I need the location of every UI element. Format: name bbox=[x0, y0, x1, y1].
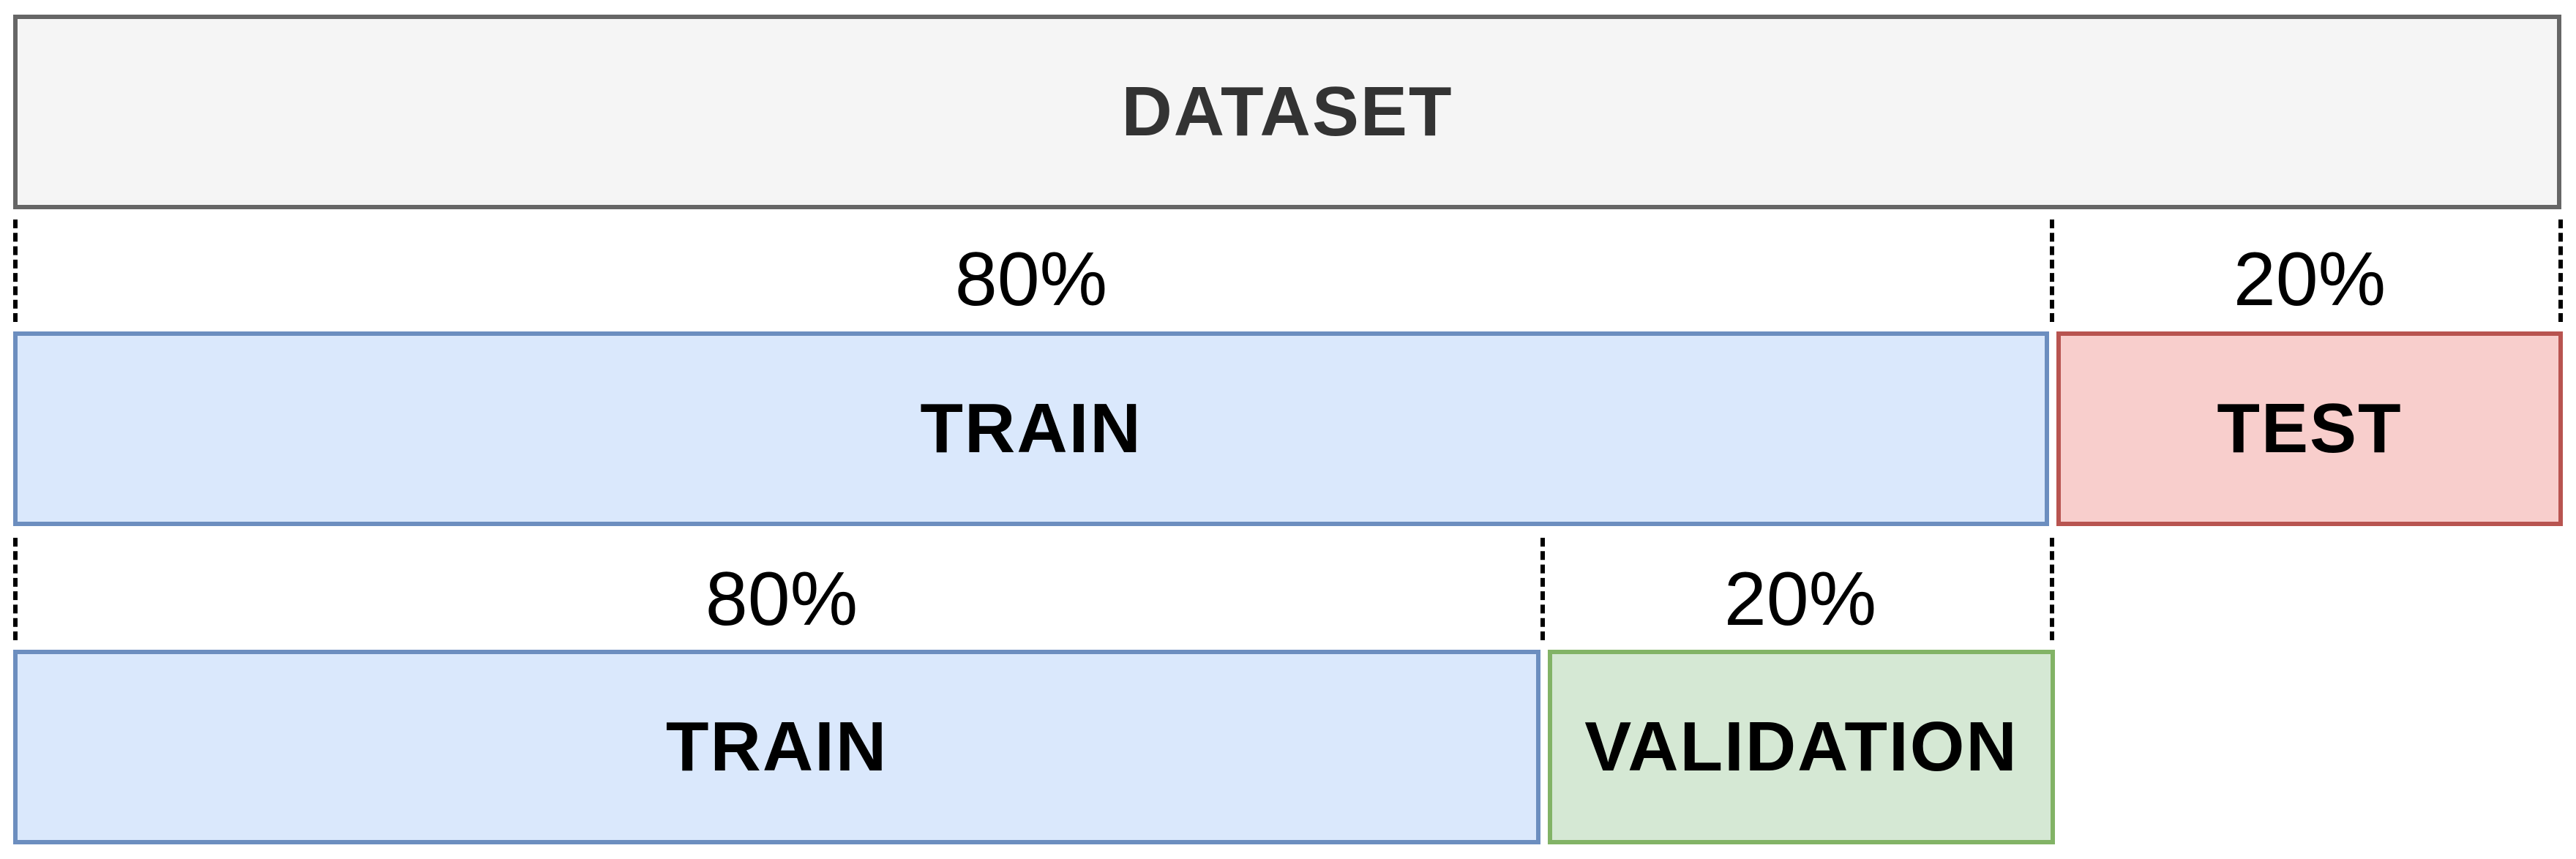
split-divider-line bbox=[2050, 220, 2054, 322]
split-divider-line bbox=[13, 220, 18, 322]
train-percent-label: 80% bbox=[954, 237, 1108, 322]
train-box: TRAIN bbox=[13, 331, 2049, 526]
sub-train-label: TRAIN bbox=[665, 708, 888, 786]
dataset-label: DATASET bbox=[1121, 72, 1453, 151]
test-box: TEST bbox=[2056, 331, 2563, 526]
train-label: TRAIN bbox=[920, 389, 1142, 468]
split-divider-line bbox=[2050, 538, 2054, 640]
validation-percent-label: 20% bbox=[1723, 557, 1877, 642]
sub-train-box: TRAIN bbox=[13, 650, 1540, 844]
sub-train-percent-label: 80% bbox=[705, 557, 858, 642]
split-divider-line bbox=[2558, 220, 2563, 322]
split-divider-line bbox=[13, 538, 18, 640]
split-divider-line bbox=[1540, 538, 1545, 640]
test-percent-label: 20% bbox=[2233, 237, 2386, 322]
test-label: TEST bbox=[2217, 389, 2403, 468]
validation-label: VALIDATION bbox=[1584, 708, 2018, 786]
dataset-box: DATASET bbox=[13, 15, 2561, 209]
validation-box: VALIDATION bbox=[1548, 650, 2055, 844]
